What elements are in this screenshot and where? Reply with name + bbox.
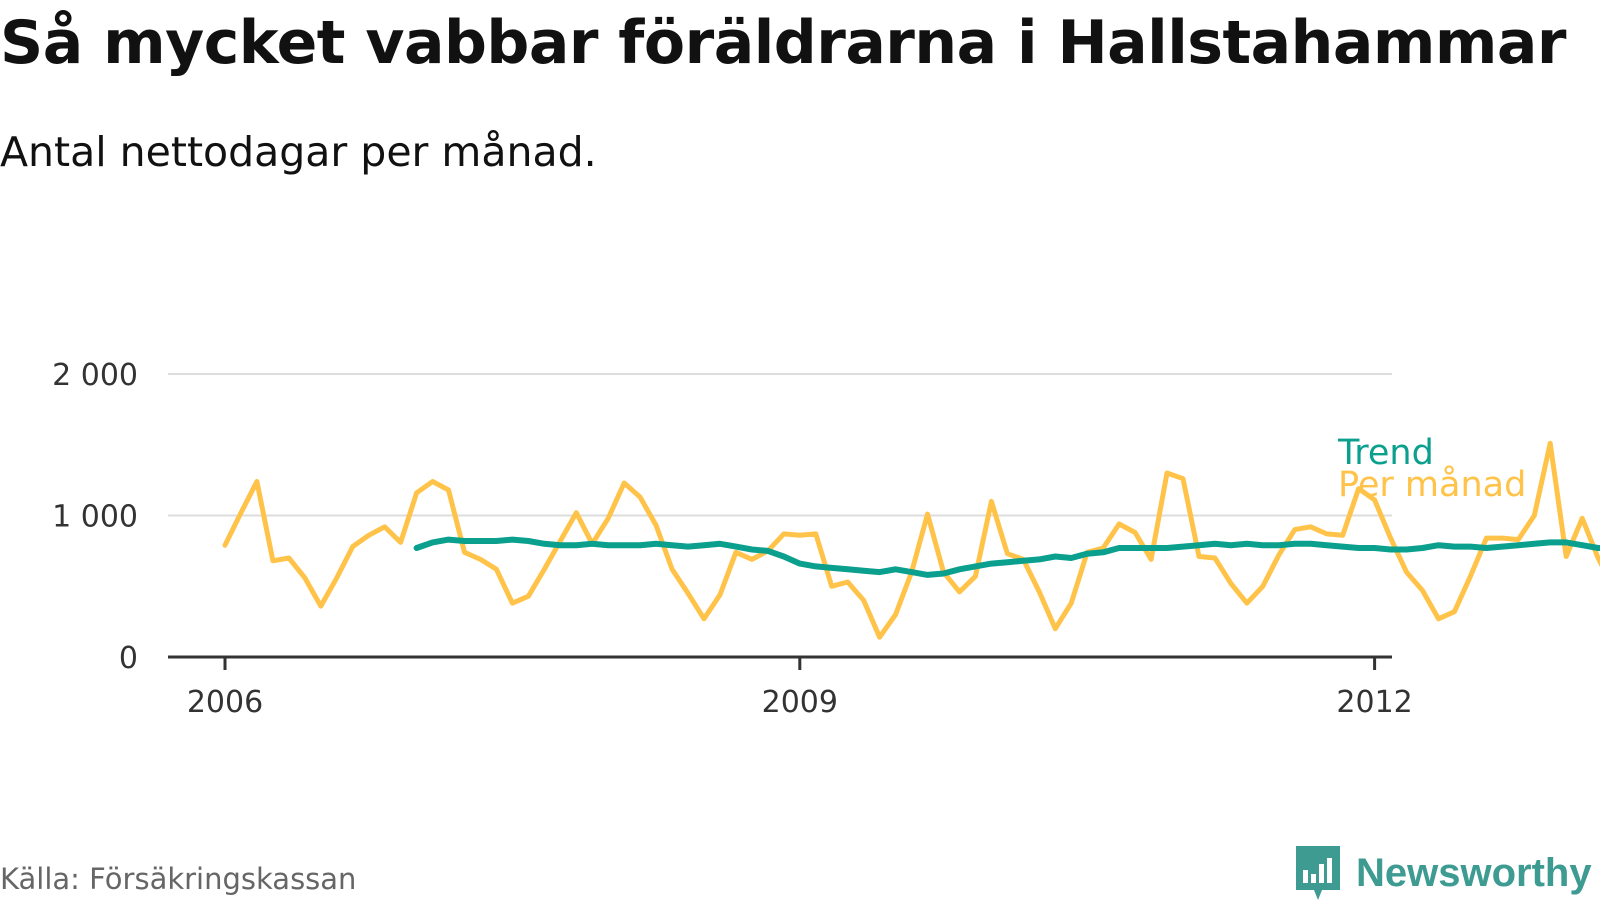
series-label-monthly: Per månad [1338,464,1526,505]
y-tick-label: 1 000 [52,500,138,535]
source-note: Källa: Försäkringskassan [0,862,357,896]
grid-lines: 0 1 000 2 000 [52,358,1392,676]
brand-name: Newsworthy [1356,850,1592,895]
x-axis: 2006200920122015201820212023 [168,655,1413,720]
y-tick-label: 2 000 [52,358,138,393]
x-tick-label: 2009 [762,685,838,720]
series-label-trend: Trend [1337,433,1434,473]
chart-title: Så mycket vabbar föräldrarna i Hallstaha… [0,8,1566,78]
y-tick-label: 0 [119,641,138,676]
series-labels: Trend Per månad [1337,433,1526,505]
chart-subtitle: Antal nettodagar per månad. [0,128,597,176]
series-line-trend [413,536,1600,578]
newsworthy-logo-icon [1296,846,1340,900]
brand-logo: Newsworthy [1292,844,1592,902]
x-tick-label: 2012 [1336,685,1412,720]
x-tick-label: 2006 [187,685,263,720]
series-lines [222,440,1600,640]
